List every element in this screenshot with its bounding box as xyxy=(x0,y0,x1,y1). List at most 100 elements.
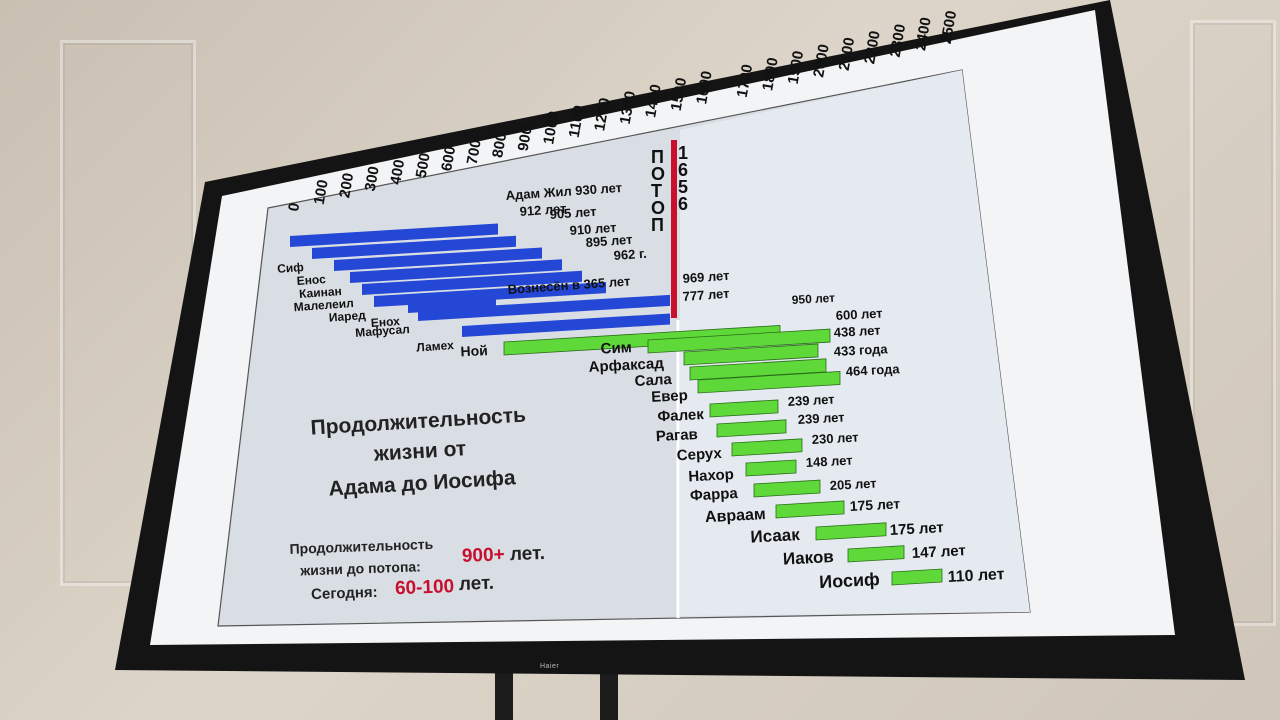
person-name: Сиф xyxy=(277,260,305,276)
person-name: Иаков xyxy=(782,547,834,569)
x-tick-label: 1900 xyxy=(785,50,808,86)
tv-stand-left xyxy=(495,672,513,720)
post-flood-bar xyxy=(891,568,943,586)
post-flood-bar xyxy=(689,358,827,381)
lifespan-stats: Продолжительность жизни до потопа: 900+ … xyxy=(289,536,546,603)
stats-line-3-label: Сегодня: xyxy=(311,584,378,603)
flood-digit: 6 xyxy=(678,160,688,180)
stats-today-value: 60-100 xyxy=(395,576,455,599)
lifespan-label: 905 лет xyxy=(549,204,597,222)
lifespan-label: 230 лет xyxy=(811,430,859,447)
flood-digit: 6 xyxy=(678,194,688,214)
person-name: Енос xyxy=(296,272,326,288)
stats-line-2-label: жизни до потопа: xyxy=(299,558,421,578)
x-tick-label: 1600 xyxy=(693,70,716,106)
person-name: Нахор xyxy=(688,466,734,485)
post-flood-bar xyxy=(697,371,841,394)
x-tick-label: 700 xyxy=(464,138,485,166)
flood-letter: П xyxy=(651,147,664,167)
x-tick-label: 600 xyxy=(438,145,459,173)
post-flood-bar xyxy=(847,545,905,563)
x-tick-label: 100 xyxy=(311,178,332,206)
x-tick-label: 2500 xyxy=(938,9,961,45)
person-name: Фалек xyxy=(657,406,705,425)
x-tick-label: 1700 xyxy=(734,63,757,99)
pre-flood-bar xyxy=(362,270,582,295)
x-tick-label: 900 xyxy=(515,125,536,153)
post-flood-bar xyxy=(716,419,787,438)
slide-panel-right xyxy=(680,70,1030,616)
lifespan-label: 148 лет xyxy=(805,453,853,470)
x-tick-label: 1300 xyxy=(617,90,640,126)
x-tick-label: 1500 xyxy=(668,76,691,112)
tv-brand-logo: Haier xyxy=(540,663,560,670)
lifespan-label: 950 лет xyxy=(791,291,835,307)
x-tick-label: 1100 xyxy=(566,104,588,139)
lifespan-label: 600 лет xyxy=(835,306,883,323)
x-tick-label: 2100 xyxy=(836,36,859,72)
pre-flood-bar xyxy=(290,223,498,247)
post-flood-bar xyxy=(709,399,779,418)
post-flood-bars: Ной 950 лет Сим 600 лет Арфаксад 438 лет Сала 4… xyxy=(460,291,1005,592)
lifespan-label: 962 г. xyxy=(613,246,647,263)
lifespan-label: 910 лет xyxy=(569,220,617,238)
person-name: Исаак xyxy=(750,525,801,547)
lifespan-label: 205 лет xyxy=(829,476,877,493)
x-tick-label: 800 xyxy=(489,131,510,159)
lifespan-label: 438 лет xyxy=(833,323,881,340)
x-tick-label: 500 xyxy=(413,152,434,180)
flood-letter: О xyxy=(651,198,665,218)
lifespan-label: 777 лет xyxy=(682,286,730,304)
x-tick-label: 200 xyxy=(336,172,357,200)
person-name: Серух xyxy=(676,445,722,464)
person-name: Ламех xyxy=(416,338,455,355)
pre-flood-bar xyxy=(312,235,516,259)
x-axis-ticks: 0 100 200 300 400 500 600 700 800 900 1000 1100 1200… xyxy=(285,9,960,212)
lifespan-label: 239 лет xyxy=(787,392,835,409)
flood-digit: 1 xyxy=(678,143,688,163)
lifespan-label: 895 лет xyxy=(585,232,633,250)
stats-line-2-unit: лет. xyxy=(510,543,546,565)
x-tick-label: 300 xyxy=(362,165,383,193)
pre-flood-bar xyxy=(418,294,670,321)
x-tick-label: 0 xyxy=(285,202,303,213)
title-line-2: жизни от xyxy=(372,437,466,466)
stats-line-3-unit: лет. xyxy=(459,573,495,595)
person-name: Фарра xyxy=(690,485,739,505)
person-name: Ной xyxy=(460,342,488,359)
x-tick-label: 1000 xyxy=(540,110,563,146)
flood-letter: Т xyxy=(651,181,662,201)
lifespan-label: 147 лет xyxy=(911,542,966,562)
x-tick-label: 2400 xyxy=(912,16,935,52)
person-name: Авраам xyxy=(705,506,767,526)
person-name: Иаред xyxy=(328,308,366,325)
x-tick-label: 400 xyxy=(387,158,408,186)
person-name: Мафусал xyxy=(355,322,410,340)
post-flood-bar xyxy=(775,500,845,519)
post-flood-bar xyxy=(647,328,831,354)
lifespan-label: 912 лет xyxy=(519,201,567,219)
x-tick-label: 1800 xyxy=(759,56,782,92)
person-name: Иосиф xyxy=(819,569,881,592)
pre-flood-bar xyxy=(462,313,670,337)
lifespan-label: 110 лет xyxy=(947,566,1005,586)
x-tick-label: 1400 xyxy=(642,83,665,119)
post-flood-bar xyxy=(683,343,819,366)
person-name: Енох xyxy=(370,314,400,330)
lifespan-label: 969 лет xyxy=(682,268,730,286)
person-name: Сала xyxy=(634,371,673,390)
x-tick-label: 1200 xyxy=(591,96,614,132)
lifespan-label: 175 лет xyxy=(889,519,944,539)
stats-pre-flood-value: 900+ xyxy=(462,544,506,566)
person-name: Каинан xyxy=(299,284,343,301)
flood-digit: 5 xyxy=(678,177,688,197)
stats-line-1: Продолжительность xyxy=(289,536,434,557)
person-name: Малелеил xyxy=(293,296,354,314)
lifespan-label: 175 лет xyxy=(849,495,900,514)
post-flood-bar xyxy=(745,459,797,477)
pre-flood-bar xyxy=(350,259,562,283)
x-tick-label: 2200 xyxy=(861,29,884,65)
